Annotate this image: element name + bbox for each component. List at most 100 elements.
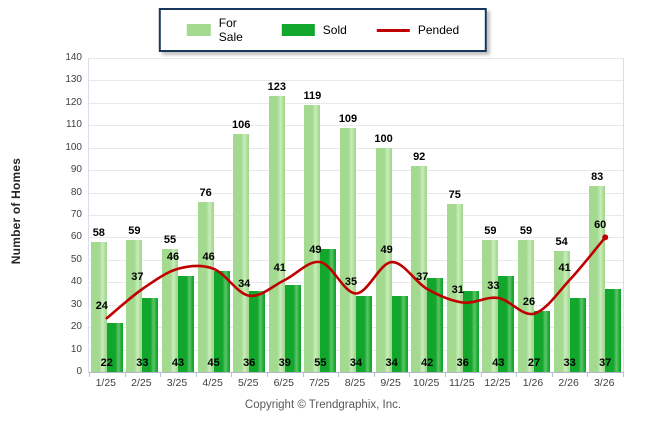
pended-value-label: 49	[309, 244, 322, 257]
bar-sold	[249, 291, 266, 372]
sold-value-label: 37	[599, 357, 612, 369]
sold-value-label: 39	[278, 357, 291, 369]
bar-for-sale	[482, 239, 499, 372]
x-axis-tick-mark	[302, 372, 304, 377]
legend-label-pended: Pended	[417, 23, 460, 37]
x-axis-label: 1/25	[95, 377, 117, 389]
x-axis-label: 12/25	[484, 377, 511, 389]
gridline	[89, 102, 623, 104]
sold-value-label: 33	[136, 357, 149, 369]
bar-sold	[178, 275, 194, 372]
gridline	[89, 170, 623, 172]
pended-value-label: 46	[166, 250, 180, 263]
pended-value-label: 35	[344, 275, 358, 288]
x-axis-tick-mark	[623, 372, 624, 377]
bar-for-sale	[340, 127, 356, 372]
for-sale-value-label: 123	[267, 81, 286, 94]
x-axis-tick-mark	[480, 372, 482, 377]
x-axis-tick-mark	[338, 372, 340, 377]
legend-item-pended: Pended	[376, 23, 460, 37]
x-axis-tick-mark	[445, 372, 446, 377]
x-axis-label: 4/25	[202, 377, 223, 389]
sold-value-label: 34	[385, 357, 398, 369]
x-axis-tick-mark	[89, 372, 90, 377]
legend-item-sold: Sold	[281, 23, 347, 37]
x-axis-label: 11/25	[449, 377, 475, 389]
x-axis-label: 3/25	[166, 377, 188, 389]
x-axis-label: 5/25	[237, 377, 259, 389]
y-axis-tick-label: 50	[70, 253, 82, 265]
pended-value-label: 34	[238, 277, 251, 290]
y-axis-tick-label: 80	[70, 186, 82, 198]
sold-value-label: 55	[314, 357, 327, 369]
gridline	[89, 125, 623, 127]
bar-sold	[142, 298, 159, 372]
pended-value-label: 46	[202, 250, 215, 263]
bar-for-sale	[126, 239, 143, 372]
pended-value-label: 41	[558, 262, 571, 275]
sold-value-label: 34	[349, 357, 363, 369]
for-sale-value-label: 59	[519, 224, 533, 237]
gridline	[89, 192, 623, 194]
copyright-text: Copyright © Trendgraphix, Inc.	[244, 399, 402, 411]
y-axis-tick-label: 10	[70, 343, 82, 355]
bar-sold	[106, 322, 123, 372]
sold-value-label: 42	[421, 357, 434, 369]
x-axis-tick-mark	[516, 372, 518, 377]
sold-swatch-icon	[281, 24, 315, 36]
sold-value-label: 33	[563, 357, 576, 369]
y-axis-tick-label: 0	[76, 366, 82, 377]
x-axis-tick-mark	[267, 372, 268, 377]
bar-for-sale	[268, 96, 285, 372]
y-axis-tick-label: 110	[66, 119, 82, 131]
bar-sold	[320, 248, 337, 372]
y-axis-tick-label: 130	[65, 74, 82, 86]
x-axis-tick-mark	[409, 372, 411, 377]
bar-for-sale	[411, 165, 428, 372]
x-axis-label: 1/26	[522, 377, 544, 389]
bar-for-sale	[518, 239, 534, 372]
sold-value-label: 36	[243, 357, 256, 369]
gridline	[89, 282, 623, 284]
for-sale-value-label: 59	[128, 224, 141, 237]
for-sale-value-label: 55	[163, 233, 177, 246]
pended-value-label: 49	[380, 244, 393, 257]
bar-for-sale	[233, 134, 250, 372]
x-axis-label: 7/25	[309, 377, 330, 389]
bar-for-sale	[162, 248, 178, 372]
bar-sold	[569, 298, 586, 372]
x-axis-tick-mark	[373, 372, 375, 377]
pended-value-label: 37	[131, 271, 144, 283]
gridline	[89, 80, 623, 82]
bar-sold	[391, 295, 408, 372]
legend-item-for-sale: For Sale	[186, 16, 252, 44]
for-sale-value-label: 76	[199, 186, 212, 199]
x-axis-label: 10/25	[413, 377, 440, 389]
bar-sold	[284, 284, 301, 372]
bar-for-sale	[553, 250, 570, 372]
bar-for-sale	[446, 203, 463, 372]
pended-value-label: 37	[416, 271, 429, 283]
gridline	[89, 215, 623, 216]
y-axis-tick-label: 100	[65, 141, 82, 153]
y-axis-tick-label: 90	[70, 164, 82, 176]
pended-value-label: 41	[273, 262, 286, 275]
pended-value-label: 24	[95, 300, 108, 313]
sold-value-label: 43	[492, 357, 505, 369]
bar-for-sale	[589, 185, 606, 372]
pended-value-label: 60	[594, 219, 607, 232]
x-axis-label: 3/26	[593, 377, 615, 389]
gridline	[89, 58, 623, 59]
x-axis-label: 6/25	[273, 377, 295, 389]
for-sale-value-label: 92	[413, 150, 426, 163]
y-axis-tick-label: 30	[70, 298, 82, 310]
y-axis-tick-label: 120	[65, 96, 82, 108]
pended-line	[105, 234, 609, 320]
for-sale-value-label: 100	[374, 132, 393, 145]
y-axis-tick-label: 140	[65, 52, 82, 63]
sold-value-label: 27	[527, 357, 541, 369]
sold-value-label: 43	[171, 357, 185, 369]
y-axis-tick-label: 70	[70, 209, 82, 220]
for-sale-value-label: 109	[338, 112, 358, 125]
bar-sold	[427, 277, 444, 372]
